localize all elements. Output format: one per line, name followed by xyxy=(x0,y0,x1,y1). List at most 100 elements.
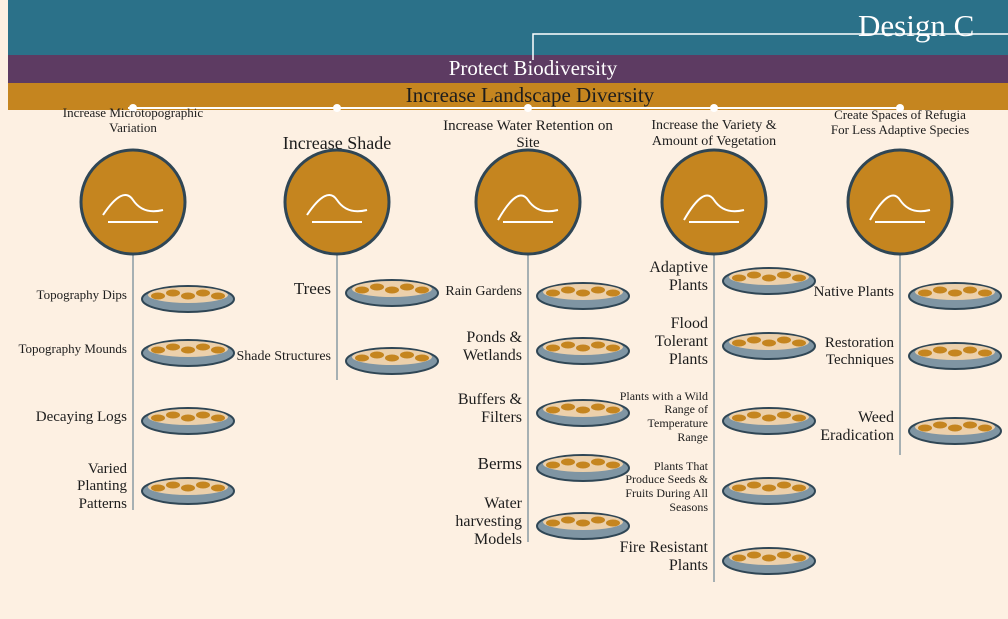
bowl-plant xyxy=(948,350,962,357)
bowl-plant xyxy=(792,485,806,492)
bowl-plant xyxy=(933,287,947,294)
bowl-plant xyxy=(181,415,195,422)
bowl-plant xyxy=(732,275,746,282)
bowl-plant xyxy=(591,517,605,524)
bowl-plant xyxy=(355,355,369,362)
bowl-plant xyxy=(948,425,962,432)
bowl-plant xyxy=(963,347,977,354)
bowl-plant xyxy=(963,287,977,294)
bowl-plant xyxy=(546,462,560,469)
item-label: Trees xyxy=(271,279,331,299)
bowl-plant xyxy=(591,404,605,411)
bowl-plant xyxy=(576,462,590,469)
bowl-plant xyxy=(151,293,165,300)
bowl-plant xyxy=(762,340,776,347)
bowl-plant xyxy=(546,520,560,527)
bowl-plant xyxy=(151,347,165,354)
item-label: Fire Resistant Plants xyxy=(598,539,708,576)
bowl-plant xyxy=(181,485,195,492)
bowl-plant xyxy=(166,290,180,297)
bowl-plant xyxy=(211,485,225,492)
bowl-plant xyxy=(561,404,575,411)
item-label: Flood Tolerant Plants xyxy=(628,315,708,370)
bowl-plant xyxy=(732,555,746,562)
item-label: Shade Structures xyxy=(221,349,331,365)
bowl-plant xyxy=(762,555,776,562)
item-label: Berms xyxy=(442,454,522,474)
bowl-plant xyxy=(370,352,384,359)
bowl-plant xyxy=(591,287,605,294)
bowl-plant xyxy=(606,290,620,297)
bowl-plant xyxy=(181,293,195,300)
item-label: Rain Gardens xyxy=(422,284,522,300)
bowl-plant xyxy=(777,272,791,279)
bowl-plant xyxy=(792,275,806,282)
column-title: Increase the Variety & Amount of Vegetat… xyxy=(629,118,799,150)
bowl-plant xyxy=(747,337,761,344)
bowl-plant xyxy=(762,485,776,492)
bowl-plant xyxy=(762,275,776,282)
bowl-plant xyxy=(777,552,791,559)
bowl-plant xyxy=(415,355,429,362)
bowl-plant xyxy=(196,344,210,351)
column-title: Increase Microtopographic Variation xyxy=(58,106,208,136)
bowl-plant xyxy=(978,425,992,432)
bowl-plant xyxy=(777,482,791,489)
bowl-plant xyxy=(732,340,746,347)
item-label: Ponds & Wetlands xyxy=(442,329,522,366)
bowl-plant xyxy=(777,412,791,419)
bowl-plant xyxy=(576,345,590,352)
page-title: Design C xyxy=(858,8,974,44)
bowl-plant xyxy=(546,345,560,352)
item-label: Adaptive Plants xyxy=(628,259,708,296)
bowl-plant xyxy=(732,485,746,492)
bowl-plant xyxy=(732,415,746,422)
bowl-plant xyxy=(151,485,165,492)
item-label: Plants with a Wild Range of Temperature … xyxy=(618,390,708,445)
item-label: Water harvesting Models xyxy=(442,495,522,550)
bowl-plant xyxy=(561,459,575,466)
bowl-plant xyxy=(747,552,761,559)
item-label: Weed Eradication xyxy=(814,409,894,446)
category-icon xyxy=(848,150,952,254)
item-label: Topography Mounds xyxy=(0,342,127,357)
bowl-plant xyxy=(385,355,399,362)
bowl-plant xyxy=(933,422,947,429)
bowl-plant xyxy=(591,459,605,466)
item-label: Topography Dips xyxy=(2,288,127,303)
bowl-plant xyxy=(576,290,590,297)
bowl-plant xyxy=(355,287,369,294)
bowl-plant xyxy=(211,415,225,422)
category-icon xyxy=(285,150,389,254)
bowl-plant xyxy=(166,482,180,489)
column-title: Increase Shade xyxy=(252,133,422,154)
bowl-plant xyxy=(385,287,399,294)
bowl-plant xyxy=(400,284,414,291)
bowl-plant xyxy=(918,290,932,297)
item-label: Buffers & Filters xyxy=(442,391,522,428)
bowl-plant xyxy=(792,415,806,422)
bowl-plant xyxy=(747,272,761,279)
bowl-plant xyxy=(196,412,210,419)
bowl-plant xyxy=(196,290,210,297)
item-label: Native Plants xyxy=(794,284,894,301)
bowl-plant xyxy=(576,407,590,414)
bowl-plant xyxy=(606,345,620,352)
bowl-plant xyxy=(747,412,761,419)
bowl-plant xyxy=(933,347,947,354)
bowl-plant xyxy=(211,293,225,300)
bowl-plant xyxy=(963,422,977,429)
bowl-plant xyxy=(151,415,165,422)
column-title: Create Spaces of Refugia For Less Adapti… xyxy=(825,108,975,138)
bowl-plant xyxy=(777,337,791,344)
bowl-plant xyxy=(166,412,180,419)
bowl-plant xyxy=(762,415,776,422)
column-title: Increase Water Retention on Site xyxy=(443,118,613,153)
bowl-plant xyxy=(546,290,560,297)
subtitle: Protect Biodiversity xyxy=(0,56,1008,81)
bowl-plant xyxy=(978,350,992,357)
category-icon xyxy=(476,150,580,254)
bowl-plant xyxy=(561,517,575,524)
bowl-plant xyxy=(792,555,806,562)
bowl-plant xyxy=(591,342,605,349)
